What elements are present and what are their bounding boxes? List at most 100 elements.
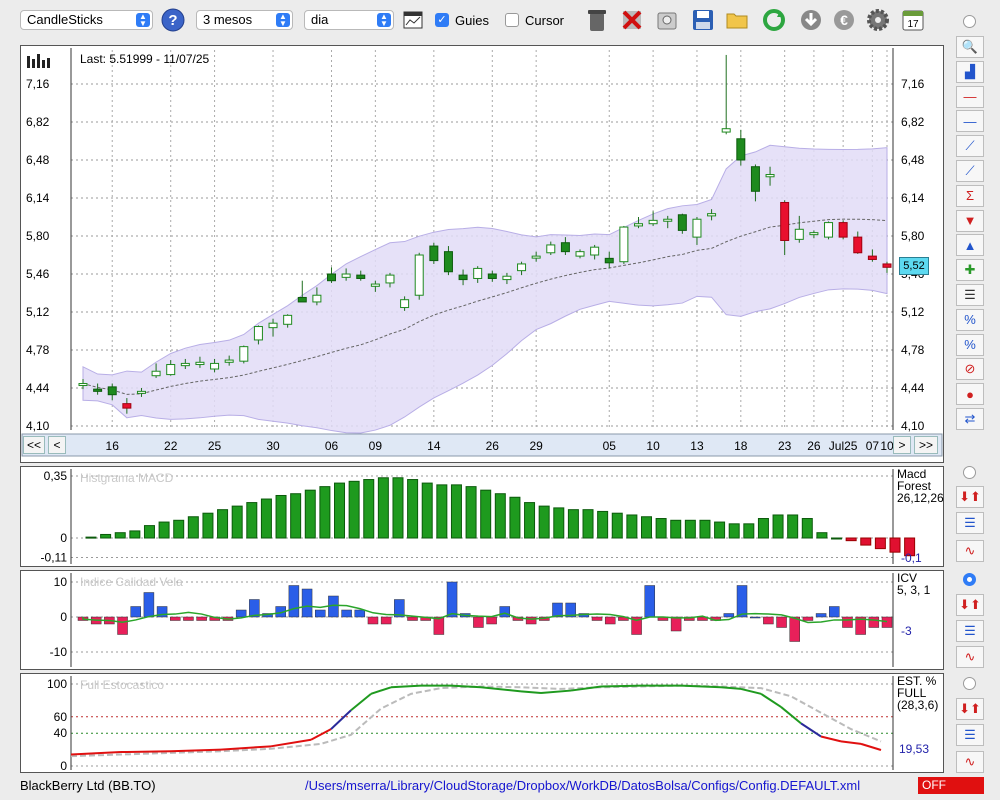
candle-body xyxy=(443,251,453,273)
y-tick-label: 4,78 xyxy=(26,343,50,357)
currency-icon[interactable]: € xyxy=(831,7,857,33)
macd-bar xyxy=(874,537,886,550)
fib-percent-2-icon[interactable]: % xyxy=(956,333,984,356)
refresh-icon[interactable] xyxy=(761,7,787,33)
period-select[interactable]: 3 mesos ▲ ▼ xyxy=(196,10,293,30)
arrow-down-icon[interactable]: ▼ xyxy=(956,209,984,232)
trash-icon[interactable] xyxy=(584,7,610,33)
fib-percent-icon[interactable]: % xyxy=(956,308,984,331)
arrow-up-icon[interactable]: ▲ xyxy=(956,234,984,257)
percent-icon[interactable]: ☰ xyxy=(956,724,984,746)
icv-bar xyxy=(486,616,497,625)
indicator-icon[interactable]: ▟ xyxy=(956,60,984,83)
panel-radio-stoch[interactable] xyxy=(963,677,976,690)
candle-body xyxy=(648,219,658,225)
panel-radio-icv[interactable] xyxy=(963,573,976,586)
panel-radio-macd[interactable] xyxy=(963,466,976,479)
nav-last-button[interactable]: >> xyxy=(914,436,938,454)
icv-bar xyxy=(525,616,537,625)
stoch-fast-line xyxy=(450,684,482,689)
icv-label-line2: 5, 3, 1 xyxy=(897,583,931,597)
config-path-link[interactable]: /Users/mserra/Library/CloudStorage/Dropb… xyxy=(305,778,861,793)
last-price-label: Last: 5.51999 - 11/07/25 xyxy=(80,52,210,66)
calendar-icon[interactable]: 17 xyxy=(900,7,926,33)
macd-bar xyxy=(743,523,755,539)
x-tick-label: Jul25 xyxy=(829,439,858,453)
stoch-fast-line xyxy=(820,735,842,743)
help-icon[interactable]: ? xyxy=(160,7,186,33)
y-tick-label: 0,35 xyxy=(44,469,68,483)
arrows-icon[interactable]: ⬇⬆ xyxy=(956,594,984,616)
trendline-icon[interactable]: ⟋ xyxy=(956,160,984,182)
macd-bar xyxy=(553,507,565,539)
download-icon[interactable] xyxy=(798,7,824,33)
save-icon[interactable] xyxy=(690,7,716,33)
nav-first-button[interactable]: << xyxy=(23,436,45,454)
arrows-icon[interactable]: ⬇⬆ xyxy=(956,486,984,508)
open-folder-icon[interactable] xyxy=(725,7,751,33)
macd-bar xyxy=(772,514,784,539)
record-icon[interactable]: ● xyxy=(956,383,984,406)
off-badge[interactable]: OFF xyxy=(918,777,984,794)
y-tick-label: 40 xyxy=(54,726,68,740)
delete-icon[interactable] xyxy=(619,7,645,33)
nav-prev-button[interactable]: < xyxy=(48,436,66,454)
macd-bar xyxy=(904,537,916,557)
y-tick-label: 5,46 xyxy=(26,267,50,281)
candle-body xyxy=(546,244,556,254)
arrow-mixed-icon[interactable]: ✚ xyxy=(956,259,984,282)
stoch-value: 19,53 xyxy=(899,742,930,756)
icv-bar xyxy=(868,616,880,628)
interval-select[interactable]: dia ▲ ▼ xyxy=(304,10,394,30)
nav-next-button[interactable]: > xyxy=(893,436,911,454)
x-tick-label: 10 xyxy=(646,439,660,453)
percent-icon[interactable]: ☰ xyxy=(956,512,984,534)
stop-icon[interactable]: ⊘ xyxy=(956,358,984,381)
chart-type-select[interactable]: CandleSticks ▲ ▼ xyxy=(20,10,153,30)
swap-icon[interactable]: ⇄ xyxy=(956,408,984,430)
macd-bar xyxy=(684,519,696,539)
macd-bar xyxy=(334,482,346,539)
channel-icon[interactable]: ⟋ xyxy=(956,135,984,158)
clear-icon[interactable] xyxy=(654,7,680,33)
y-tick-label-right: 5,12 xyxy=(901,305,925,319)
icv-bar xyxy=(380,616,392,625)
candle-body xyxy=(93,388,103,392)
macd-bar xyxy=(407,479,419,539)
candle-body xyxy=(473,267,483,279)
chart-settings-icon[interactable] xyxy=(400,7,426,33)
macd-bar xyxy=(816,532,828,539)
panel-radio-0[interactable] xyxy=(963,15,976,28)
macd-bar xyxy=(275,494,287,539)
candle-body xyxy=(663,218,673,222)
horizontal-line-blue-icon[interactable]: — xyxy=(956,110,984,133)
x-tick-label: 26 xyxy=(486,439,500,453)
guies-checkbox[interactable]: ✓ xyxy=(435,13,449,27)
candle-body xyxy=(560,242,570,253)
sum-trendline-icon[interactable]: Σ xyxy=(956,184,984,207)
macd-bar xyxy=(845,537,857,542)
icv-bar xyxy=(855,616,866,635)
candle-body xyxy=(239,346,249,362)
ticker-label: BlackBerry Ltd (BB.TO) xyxy=(20,778,156,793)
icv-bar xyxy=(288,585,300,618)
svg-text:?: ? xyxy=(168,12,177,29)
gear-icon[interactable] xyxy=(865,7,891,33)
icv-bar xyxy=(130,606,141,618)
cursor-checkbox[interactable] xyxy=(505,13,519,27)
curves-icon[interactable]: ∿ xyxy=(956,540,984,562)
y-tick-label-right: 4,78 xyxy=(901,343,925,357)
icv-bar xyxy=(249,599,260,618)
curves-icon[interactable]: ∿ xyxy=(956,751,984,773)
lines-icon[interactable]: ☰ xyxy=(956,284,984,306)
macd-bar xyxy=(100,533,112,539)
zoom-icon[interactable]: 🔍 xyxy=(956,36,984,58)
horizontal-line-icon[interactable]: — xyxy=(956,85,984,108)
percent-icon[interactable]: ☰ xyxy=(956,620,984,642)
curves-icon[interactable]: ∿ xyxy=(956,646,984,668)
arrows-icon[interactable]: ⬇⬆ xyxy=(956,698,984,720)
x-tick-label: 13 xyxy=(690,439,704,453)
macd-bar xyxy=(480,489,492,539)
icv-bar xyxy=(829,606,840,618)
candle-body xyxy=(604,257,614,264)
